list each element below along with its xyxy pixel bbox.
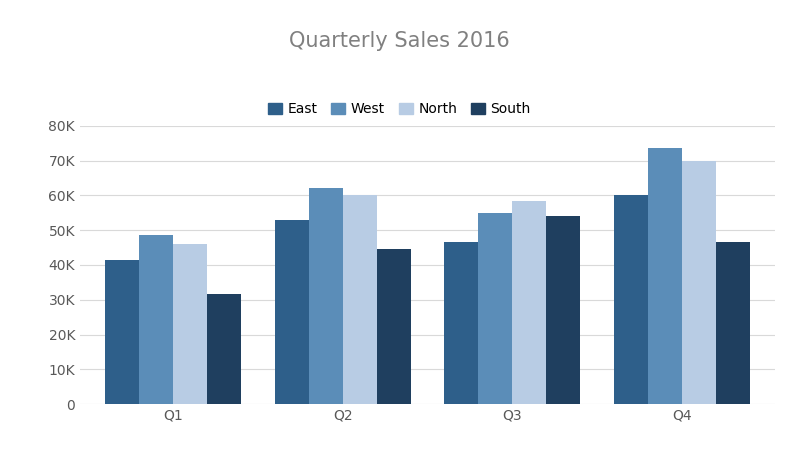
Text: Quarterly Sales 2016: Quarterly Sales 2016 bbox=[289, 31, 510, 52]
Bar bbox=[682, 161, 716, 404]
Bar bbox=[376, 249, 411, 404]
Bar bbox=[614, 195, 648, 404]
Bar bbox=[139, 235, 173, 404]
Bar bbox=[547, 216, 580, 404]
Bar bbox=[308, 189, 343, 404]
Bar bbox=[648, 148, 682, 404]
Bar bbox=[512, 201, 547, 404]
Bar bbox=[479, 213, 512, 404]
Bar bbox=[275, 220, 308, 404]
Bar bbox=[716, 242, 749, 404]
Bar bbox=[444, 242, 479, 404]
Legend: East, West, North, South: East, West, North, South bbox=[263, 97, 536, 122]
Bar bbox=[173, 244, 207, 404]
Bar bbox=[105, 260, 139, 404]
Bar bbox=[343, 195, 376, 404]
Bar bbox=[207, 295, 241, 404]
